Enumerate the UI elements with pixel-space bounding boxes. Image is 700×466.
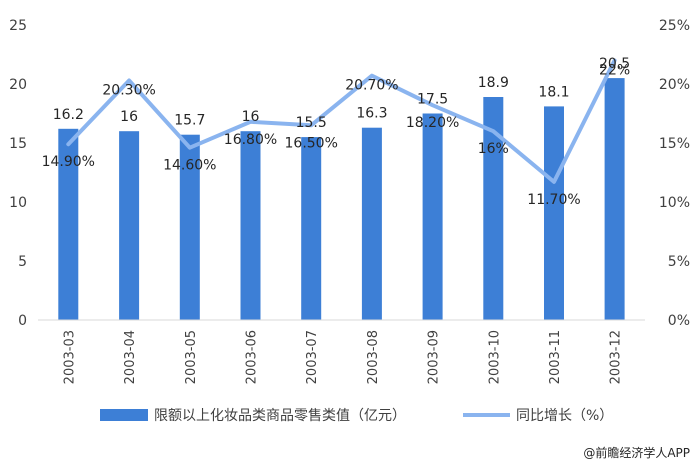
bar [544, 106, 564, 321]
bar-value-label: 16 [120, 109, 138, 125]
bar [483, 97, 504, 320]
legend-line-label: 同比增长（%） [516, 408, 613, 424]
x-tick-label: 2003-07 [305, 330, 320, 384]
bar-value-label: 18.9 [478, 75, 509, 91]
bar-value-label: 16.2 [53, 107, 84, 123]
bar [179, 134, 200, 320]
x-tick-label: 2003-08 [366, 330, 381, 384]
bar-data-labels: 16.2 16 15.7 16 15.5 16.3 17.5 18.9 18.1 20.5 [53, 56, 630, 131]
growth-line [66, 58, 617, 184]
bar-value-label: 20.5 [599, 56, 630, 72]
x-tick-label: 2003-04 [123, 330, 138, 384]
x-tick-label: 2003-05 [184, 330, 199, 384]
right-tick-label: 20% [659, 77, 690, 93]
left-tick-label: 0 [18, 313, 27, 329]
line-value-label: 20.70% [345, 78, 398, 94]
line-value-label: 14.60% [163, 158, 216, 174]
line-value-label: 16% [478, 141, 509, 157]
left-tick-label: 10 [9, 195, 27, 211]
left-axis: 0 5 10 15 20 25 [9, 18, 27, 329]
line-data-labels: 14.90% 20.30% 14.60% 16.80% 16.50% 20.70% 18.2… [42, 62, 631, 208]
bar-value-label: 18.1 [538, 84, 569, 100]
bar-value-label: 17.5 [417, 92, 448, 108]
line-value-label: 16.80% [224, 132, 277, 148]
x-tick-label: 2003-09 [427, 330, 442, 384]
line-value-label: 11.70% [527, 192, 580, 208]
x-tick-label: 2003-03 [62, 330, 77, 384]
x-tick-label: 2003-10 [487, 330, 502, 384]
right-tick-label: 15% [659, 136, 690, 152]
bar [119, 131, 140, 320]
bar [301, 137, 322, 320]
line-series [66, 58, 617, 184]
bar-value-label: 15.5 [296, 115, 327, 131]
right-tick-label: 5% [668, 254, 690, 270]
left-tick-label: 15 [9, 136, 27, 152]
legend-bar-swatch [100, 409, 148, 421]
x-axis: 2003-03 2003-04 2003-05 2003-06 2003-07 2003-… [38, 319, 645, 384]
legend-bar-label: 限额以上化妆品类商品零售类值（亿元） [154, 408, 406, 424]
x-tick-label: 2003-06 [245, 330, 260, 384]
bar [240, 131, 261, 320]
line-value-label: 18.20% [406, 115, 459, 131]
bar-series [58, 78, 625, 321]
right-axis: 0% 5% 10% 15% 20% 25% [659, 18, 690, 329]
credit-text: @前瞻经济学人APP [583, 445, 690, 460]
bar [422, 113, 443, 320]
x-tick-label: 2003-12 [609, 330, 624, 384]
right-tick-label: 10% [659, 195, 690, 211]
left-tick-label: 25 [9, 18, 27, 34]
right-tick-label: 25% [659, 18, 690, 34]
legend: 限额以上化妆品类商品零售类值（亿元） 同比增长（%） [100, 408, 613, 424]
bar-value-label: 15.7 [174, 113, 205, 129]
line-value-label: 16.50% [285, 135, 338, 151]
bar-value-label: 16.3 [356, 106, 387, 122]
bar [361, 127, 382, 320]
bar-value-label: 16 [242, 109, 260, 125]
bar [604, 78, 625, 320]
right-tick-label: 0% [668, 313, 690, 329]
line-value-label: 20.30% [102, 83, 155, 99]
left-tick-label: 5 [18, 254, 27, 270]
x-tick-label: 2003-11 [548, 330, 563, 384]
bar [58, 128, 79, 320]
left-tick-label: 20 [9, 77, 27, 93]
line-value-label: 22% [599, 62, 630, 78]
line-value-label: 14.90% [42, 154, 95, 170]
